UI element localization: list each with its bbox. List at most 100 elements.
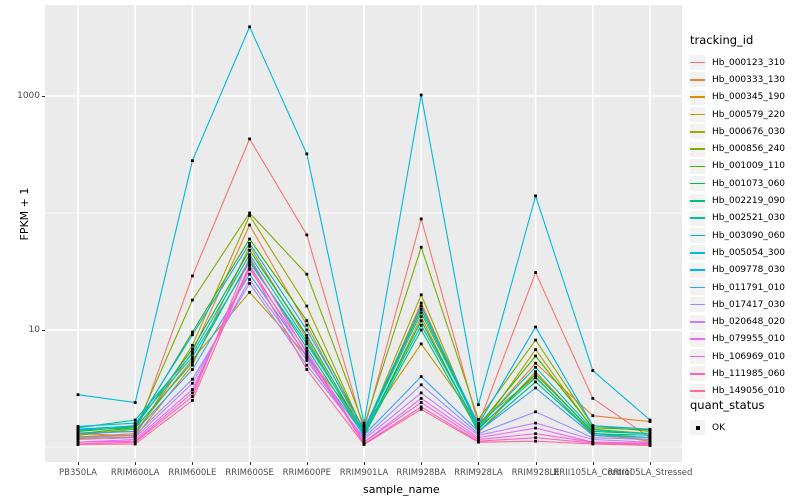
legend-key-swatch — [690, 331, 705, 347]
legend-entry: Hb_000345_190 — [690, 89, 798, 106]
x-tick-mark — [78, 462, 79, 465]
series-line-icon — [690, 113, 705, 116]
legend-key-swatch — [690, 245, 705, 261]
x-axis-title: sample_name — [363, 483, 440, 496]
legend-entries: Hb_000123_310 Hb_000333_130 Hb_000345_190 H… — [690, 54, 798, 400]
x-tick-label: RRIM600SE — [225, 468, 274, 478]
legend-entry-label: Hb_017417_030 — [712, 299, 786, 310]
series-line-icon — [690, 200, 705, 202]
legend-title: quant_status — [690, 398, 765, 412]
legend-key-swatch — [690, 55, 705, 71]
legend-key-swatch — [690, 420, 705, 436]
x-tick-label: PB350LA — [59, 468, 97, 478]
series-line-icon — [690, 303, 705, 306]
legend-entry: Hb_000856_240 — [690, 140, 798, 157]
legend-key-swatch — [690, 297, 705, 313]
legend-entry: Hb_001073_060 — [690, 175, 798, 192]
plot-canvas — [45, 5, 682, 462]
x-tick-label: RRIM600LA — [110, 468, 160, 478]
legend-entry: Hb_002521_030 — [690, 210, 798, 227]
series-line-icon — [690, 269, 705, 271]
legend-entry: Hb_111985_060 — [690, 365, 798, 382]
y-tick-mark — [42, 96, 45, 97]
legend-entry-label: Hb_079955_010 — [712, 334, 786, 345]
legend-key-swatch — [690, 72, 705, 88]
x-tick-mark — [192, 462, 194, 465]
legend-entry-label: Hb_001009_110 — [712, 161, 786, 172]
legend-entry-label: Hb_000856_240 — [712, 144, 786, 155]
series-line-icon — [690, 390, 705, 392]
legend-entry-label: Hb_106969_010 — [712, 351, 786, 362]
series-line-icon — [690, 165, 705, 168]
series-line-icon — [690, 286, 705, 289]
legend-entry: Hb_000333_130 — [690, 71, 798, 88]
legend-entry-label: Hb_005054_300 — [712, 247, 786, 258]
legend-key-swatch — [690, 107, 705, 123]
y-tick-mark — [42, 330, 45, 331]
legend-entry: Hb_011791_010 — [690, 279, 798, 296]
legend-entry-label: Hb_020648_020 — [712, 317, 786, 328]
legend-entry: Hb_149056_010 — [690, 383, 798, 400]
legend-entry: Hb_009778_030 — [690, 262, 798, 279]
legend-entry-label: Hb_149056_010 — [712, 386, 786, 397]
legend-entry-label: Hb_002219_090 — [712, 196, 786, 207]
legend-entry-label: Hb_003090_060 — [712, 230, 786, 241]
x-tick-mark — [592, 462, 594, 465]
legend-entry-label: Hb_001073_060 — [712, 178, 786, 189]
x-tick-label: RRIM928BA — [396, 468, 446, 478]
series-line-icon — [690, 321, 705, 323]
legend-key-swatch — [690, 124, 705, 140]
legend-entry-label: Hb_009778_030 — [712, 265, 786, 276]
legend-key-swatch — [690, 158, 705, 174]
series-line-icon — [690, 217, 705, 219]
legend-key-swatch — [690, 366, 705, 382]
x-tick-label: RRIM600LE — [168, 468, 217, 478]
legend-entry-label: Hb_002521_030 — [712, 213, 786, 224]
legend-entry-label: Hb_000333_130 — [712, 74, 786, 85]
legend-entry: Hb_005054_300 — [690, 244, 798, 261]
legend-entry-label: Hb_000123_310 — [712, 57, 786, 68]
legend-entry: Hb_002219_090 — [690, 192, 798, 209]
series-line-icon — [690, 96, 705, 98]
x-tick-mark — [421, 462, 423, 465]
x-tick-mark — [306, 462, 308, 465]
x-tick-label: RRIM928LE — [511, 468, 560, 478]
x-tick-mark — [535, 462, 537, 465]
legend-tracking-id: tracking_id Hb_000123_310 Hb_000333_130 Hb… — [690, 33, 798, 400]
x-tick-mark — [478, 462, 480, 465]
legend-key-swatch — [690, 89, 705, 105]
legend-key-swatch — [690, 262, 705, 278]
legend-entry-label: OK — [712, 422, 725, 433]
y-tick-label: 10 — [28, 325, 40, 335]
legend-entry-label: Hb_000345_190 — [712, 92, 786, 103]
x-tick-label: RRIM901LA — [339, 468, 389, 478]
legend-entry: Hb_000123_310 — [690, 54, 798, 71]
x-tick-mark — [650, 462, 651, 465]
legend-entry: Hb_079955_010 — [690, 331, 798, 348]
legend-key-swatch — [690, 280, 705, 295]
legend-entry: Hb_106969_010 — [690, 348, 798, 365]
series-line-icon — [690, 61, 705, 64]
legend-key-swatch — [690, 383, 705, 399]
point-marker-icon — [695, 425, 700, 430]
y-tick-label: 1000 — [17, 91, 40, 101]
legend-entry: Hb_020648_020 — [690, 313, 798, 330]
x-tick-label: RRII105LA_Control — [553, 468, 633, 478]
y-axis-title: FPKM + 1 — [17, 187, 31, 241]
legend-key-swatch — [690, 193, 705, 209]
legend-key-swatch — [690, 314, 705, 330]
series-line-icon — [690, 338, 705, 341]
series-line-icon — [690, 130, 705, 133]
x-tick-mark — [364, 462, 365, 465]
series-line-icon — [690, 355, 705, 358]
legend-entry: Hb_000579_220 — [690, 106, 798, 123]
legend-entry: OK — [690, 419, 798, 436]
legend-entry: Hb_001009_110 — [690, 158, 798, 175]
legend-entry-label: Hb_000579_220 — [712, 109, 786, 120]
legend-quant-status: quant_status OK — [690, 398, 798, 436]
legend-key-swatch — [690, 210, 705, 226]
legend-key-swatch — [690, 349, 705, 365]
plot-panel — [45, 5, 682, 462]
legend-entry-label: Hb_111985_060 — [712, 368, 786, 379]
